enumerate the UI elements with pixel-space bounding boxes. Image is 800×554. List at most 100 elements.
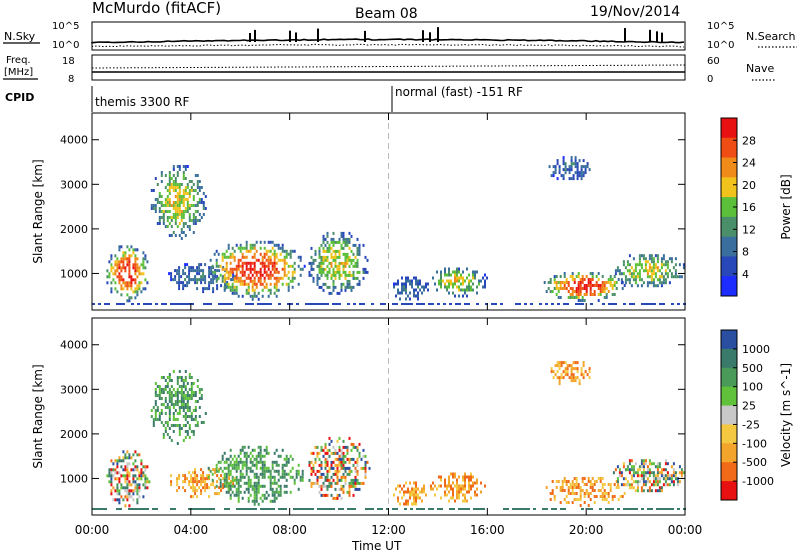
echo-cell bbox=[472, 273, 474, 277]
echo-cell bbox=[184, 412, 187, 415]
echo-cell bbox=[472, 484, 474, 488]
echo-cell bbox=[409, 282, 411, 286]
echo-cell bbox=[168, 198, 171, 201]
echo-cell bbox=[448, 481, 450, 485]
echo-cell bbox=[202, 477, 205, 481]
echo-cell bbox=[613, 275, 616, 278]
echo-cell bbox=[229, 463, 232, 467]
echo-cell bbox=[247, 490, 250, 494]
echo-cell bbox=[560, 361, 563, 365]
echo-cell bbox=[249, 249, 252, 253]
echo-cell bbox=[460, 282, 462, 286]
echo-cell bbox=[644, 257, 647, 261]
echo-cell bbox=[198, 189, 201, 192]
echo-cell bbox=[680, 468, 683, 472]
echo-cell bbox=[636, 471, 639, 475]
echo-cell bbox=[257, 291, 260, 295]
echo-cell bbox=[188, 192, 191, 195]
echo-cell bbox=[190, 269, 193, 273]
echo-cell bbox=[281, 448, 284, 452]
echo-cell bbox=[158, 222, 161, 225]
echo-cell bbox=[128, 260, 131, 264]
echo-cell bbox=[437, 303, 440, 305]
echo-cell bbox=[168, 183, 171, 186]
echo-cell bbox=[241, 448, 244, 452]
echo-cell bbox=[632, 278, 635, 282]
echo-cell bbox=[162, 403, 165, 406]
echo-cell bbox=[279, 493, 282, 497]
echo-cell bbox=[239, 264, 242, 268]
echo-cell bbox=[342, 463, 345, 467]
echo-cell bbox=[618, 474, 621, 478]
echo-cell bbox=[232, 278, 235, 282]
echo-cell bbox=[192, 183, 195, 186]
echo-cell bbox=[338, 469, 341, 473]
colorbar-tick-label: 28 bbox=[742, 134, 756, 147]
echo-cell bbox=[198, 486, 201, 490]
echo-cell bbox=[401, 291, 403, 295]
echo-cell bbox=[216, 275, 219, 279]
echo-cell bbox=[112, 498, 115, 502]
echo-cell bbox=[215, 469, 218, 473]
echo-cell bbox=[192, 430, 195, 433]
echo-cell bbox=[456, 478, 458, 482]
echo-cell bbox=[106, 474, 109, 478]
echo-cell bbox=[182, 303, 185, 305]
echo-cell bbox=[553, 287, 556, 290]
echo-cell bbox=[184, 266, 187, 270]
echo-cell bbox=[336, 496, 339, 500]
echo-cell bbox=[577, 281, 580, 284]
echo-cell bbox=[229, 496, 232, 500]
echo-cell bbox=[607, 501, 610, 504]
echo-cell bbox=[583, 299, 586, 302]
echo-cell bbox=[124, 474, 127, 478]
echo-cell bbox=[462, 493, 464, 497]
echo-cell bbox=[255, 294, 258, 298]
echo-cell bbox=[318, 463, 321, 467]
echo-cell bbox=[652, 480, 655, 484]
echo-cell bbox=[237, 261, 240, 265]
echo-cell bbox=[539, 303, 542, 305]
echo-cell bbox=[605, 287, 608, 290]
echo-cell bbox=[148, 480, 151, 484]
echo-cell bbox=[340, 487, 343, 491]
echo-cell bbox=[209, 469, 212, 473]
echo-cell bbox=[577, 498, 580, 501]
echo-cell bbox=[281, 466, 284, 470]
echo-cell bbox=[572, 373, 575, 377]
echo-cell bbox=[235, 264, 238, 268]
echo-cell bbox=[448, 475, 450, 479]
echo-cell bbox=[656, 468, 659, 472]
echo-cell bbox=[318, 276, 321, 280]
echo-cell bbox=[356, 472, 359, 476]
echo-cell bbox=[239, 282, 242, 286]
echo-cell bbox=[126, 468, 129, 472]
echo-cell bbox=[415, 493, 417, 497]
echo-cell bbox=[266, 508, 269, 510]
echo-cell bbox=[198, 278, 201, 282]
echo-cell bbox=[677, 508, 680, 510]
echo-cell bbox=[630, 477, 633, 481]
echo-cell bbox=[285, 273, 288, 277]
echo-cell bbox=[334, 273, 337, 277]
echo-cell bbox=[172, 418, 175, 421]
echo-cell bbox=[239, 469, 242, 473]
echo-cell bbox=[219, 460, 222, 464]
echo-cell bbox=[640, 471, 643, 475]
echo-cell bbox=[632, 257, 635, 261]
echo-cell bbox=[626, 260, 629, 264]
echo-cell bbox=[597, 477, 600, 480]
echo-cell bbox=[245, 249, 248, 253]
echo-cell bbox=[249, 261, 252, 265]
echo-cell bbox=[654, 477, 657, 481]
echo-cell bbox=[328, 442, 331, 446]
echo-cell bbox=[132, 477, 135, 481]
echo-cell bbox=[265, 285, 268, 289]
echo-cell bbox=[399, 297, 401, 301]
echo-cell bbox=[182, 284, 185, 288]
echo-cell bbox=[136, 465, 139, 469]
echo-cell bbox=[251, 499, 254, 503]
echo-cell bbox=[581, 489, 584, 492]
echo-cell bbox=[160, 195, 163, 198]
echo-cell bbox=[184, 394, 187, 397]
